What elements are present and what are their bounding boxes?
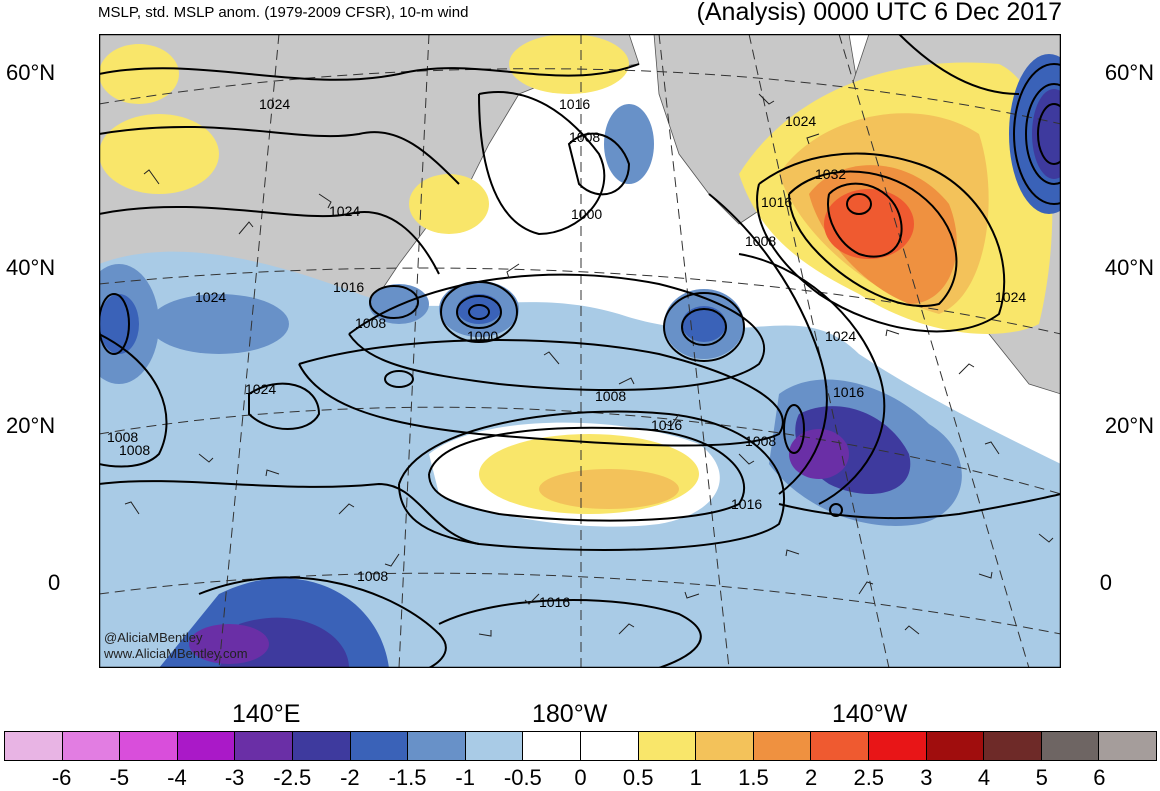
- colorbar-tick-label: 6: [1093, 765, 1106, 790]
- colorbar-swatch: [753, 732, 812, 760]
- isobar-label: 1016: [761, 194, 792, 210]
- colorbar-swatch: [580, 732, 639, 760]
- isobar-label: 1008: [357, 568, 388, 584]
- colorbar-tick-label: 1.5: [738, 765, 769, 790]
- plot-title-left: MSLP, std. MSLP anom. (1979-2009 CFSR), …: [98, 4, 469, 21]
- credit-handle: @AliciaMBentley: [104, 630, 203, 645]
- wind-barbs: [124, 93, 1054, 637]
- colorbar-swatch: [1041, 732, 1100, 760]
- colorbar-swatch: [523, 732, 581, 760]
- colorbar-swatch: [292, 732, 351, 760]
- colorbar-tick-label: 2.5: [853, 765, 885, 790]
- colorbar-tick-label: -2: [340, 765, 360, 790]
- lon-label-140e: 140°E: [232, 700, 301, 728]
- lat-label-0-right: 0: [1099, 570, 1112, 595]
- colorbar-swatch: [177, 732, 236, 760]
- isobar-label: 1024: [245, 381, 276, 397]
- lon-label-140w: 140°W: [832, 700, 908, 728]
- colorbar: [4, 731, 1157, 761]
- lon-label-180w: 180°W: [532, 700, 608, 728]
- isobar-label: 1024: [995, 289, 1026, 305]
- colorbar-tick-label: 3: [920, 765, 933, 790]
- isobar-label: 1024: [825, 328, 856, 344]
- colorbar-tick-label: 1: [689, 765, 702, 790]
- isobar-label: 1008: [745, 233, 776, 249]
- colorbar-swatch: [868, 732, 927, 760]
- colorbar-tick-label: -0.5: [503, 765, 542, 790]
- colorbar-tick-label: 0: [574, 765, 587, 790]
- plot-title-right: (Analysis) 0000 UTC 6 Dec 2017: [696, 0, 1062, 26]
- isobar-label: 1016: [651, 417, 682, 433]
- credit-site: www.AliciaMBentley.com: [104, 646, 248, 661]
- isobar-label: 1008: [569, 129, 600, 145]
- colorbar-tick-label: 2: [804, 765, 818, 790]
- colorbar-swatch: [696, 732, 754, 760]
- colorbar-swatch: [811, 732, 869, 760]
- colorbar-swatch: [465, 732, 524, 760]
- isobar-label: 1016: [333, 279, 364, 295]
- colorbar-tick-label: -3: [224, 765, 245, 790]
- isobar-label: 1016: [539, 594, 570, 610]
- isobar-label: 1008: [107, 429, 138, 445]
- colorbar-tick-label: -6: [51, 765, 72, 790]
- colorbar-swatch: [5, 732, 63, 760]
- isobar-label: 1024: [195, 289, 226, 305]
- colorbar-tick-label: -1.5: [388, 765, 427, 790]
- colorbar-tick-label: -2.5: [273, 765, 312, 790]
- lat-label-60n-left: 60°N: [6, 60, 56, 85]
- isobar-label: 1024: [785, 113, 816, 129]
- isobar-label: 1016: [731, 496, 762, 512]
- lat-label-20n-right: 20°N: [1104, 413, 1154, 438]
- lat-label-60n-right: 60°N: [1104, 60, 1154, 85]
- colorbar-swatch: [350, 732, 409, 760]
- colorbar-tick-label: 0.5: [622, 765, 654, 790]
- colorbar-swatch: [408, 732, 466, 760]
- lat-label-40n-left: 40°N: [6, 255, 56, 280]
- isobar-label: 1024: [259, 96, 290, 112]
- colorbar-swatch: [984, 732, 1042, 760]
- lat-label-40n-right: 40°N: [1104, 255, 1154, 280]
- colorbar-swatch: [120, 732, 178, 760]
- colorbar-tick-label: -1: [455, 765, 475, 790]
- colorbar-swatch: [62, 732, 121, 760]
- isobar-labels: 1024 1024 1016 1008 1000 1024 1032 1016 …: [107, 96, 1026, 610]
- weather-map: 1024 1024 1016 1008 1000 1024 1032 1016 …: [99, 34, 1061, 668]
- isobars: [99, 34, 1061, 668]
- colorbar-swatch: [1099, 732, 1156, 760]
- lat-label-0-left: 0: [48, 570, 61, 595]
- colorbar-tick-label: -4: [167, 765, 187, 790]
- lat-label-20n-left: 20°N: [6, 413, 56, 438]
- isobar-label: 1000: [467, 328, 498, 344]
- isobar-label: 1032: [815, 166, 846, 182]
- isobar-label: 1016: [559, 96, 590, 112]
- isobar-label: 1016: [833, 384, 864, 400]
- colorbar-tick-label: 4: [977, 765, 991, 790]
- colorbar-swatch: [235, 732, 293, 760]
- colorbar-tick-label: -5: [109, 765, 130, 790]
- isobar-label: 1008: [745, 433, 776, 449]
- colorbar-swatch: [926, 732, 985, 760]
- isobar-label: 1000: [571, 206, 602, 222]
- colorbar-tick-label: 5: [1035, 765, 1048, 790]
- isobar-label: 1008: [119, 442, 150, 458]
- isobar-label: 1008: [595, 388, 626, 404]
- colorbar-swatch: [638, 732, 697, 760]
- isobar-label: 1024: [329, 203, 360, 219]
- isobar-label: 1008: [355, 315, 386, 331]
